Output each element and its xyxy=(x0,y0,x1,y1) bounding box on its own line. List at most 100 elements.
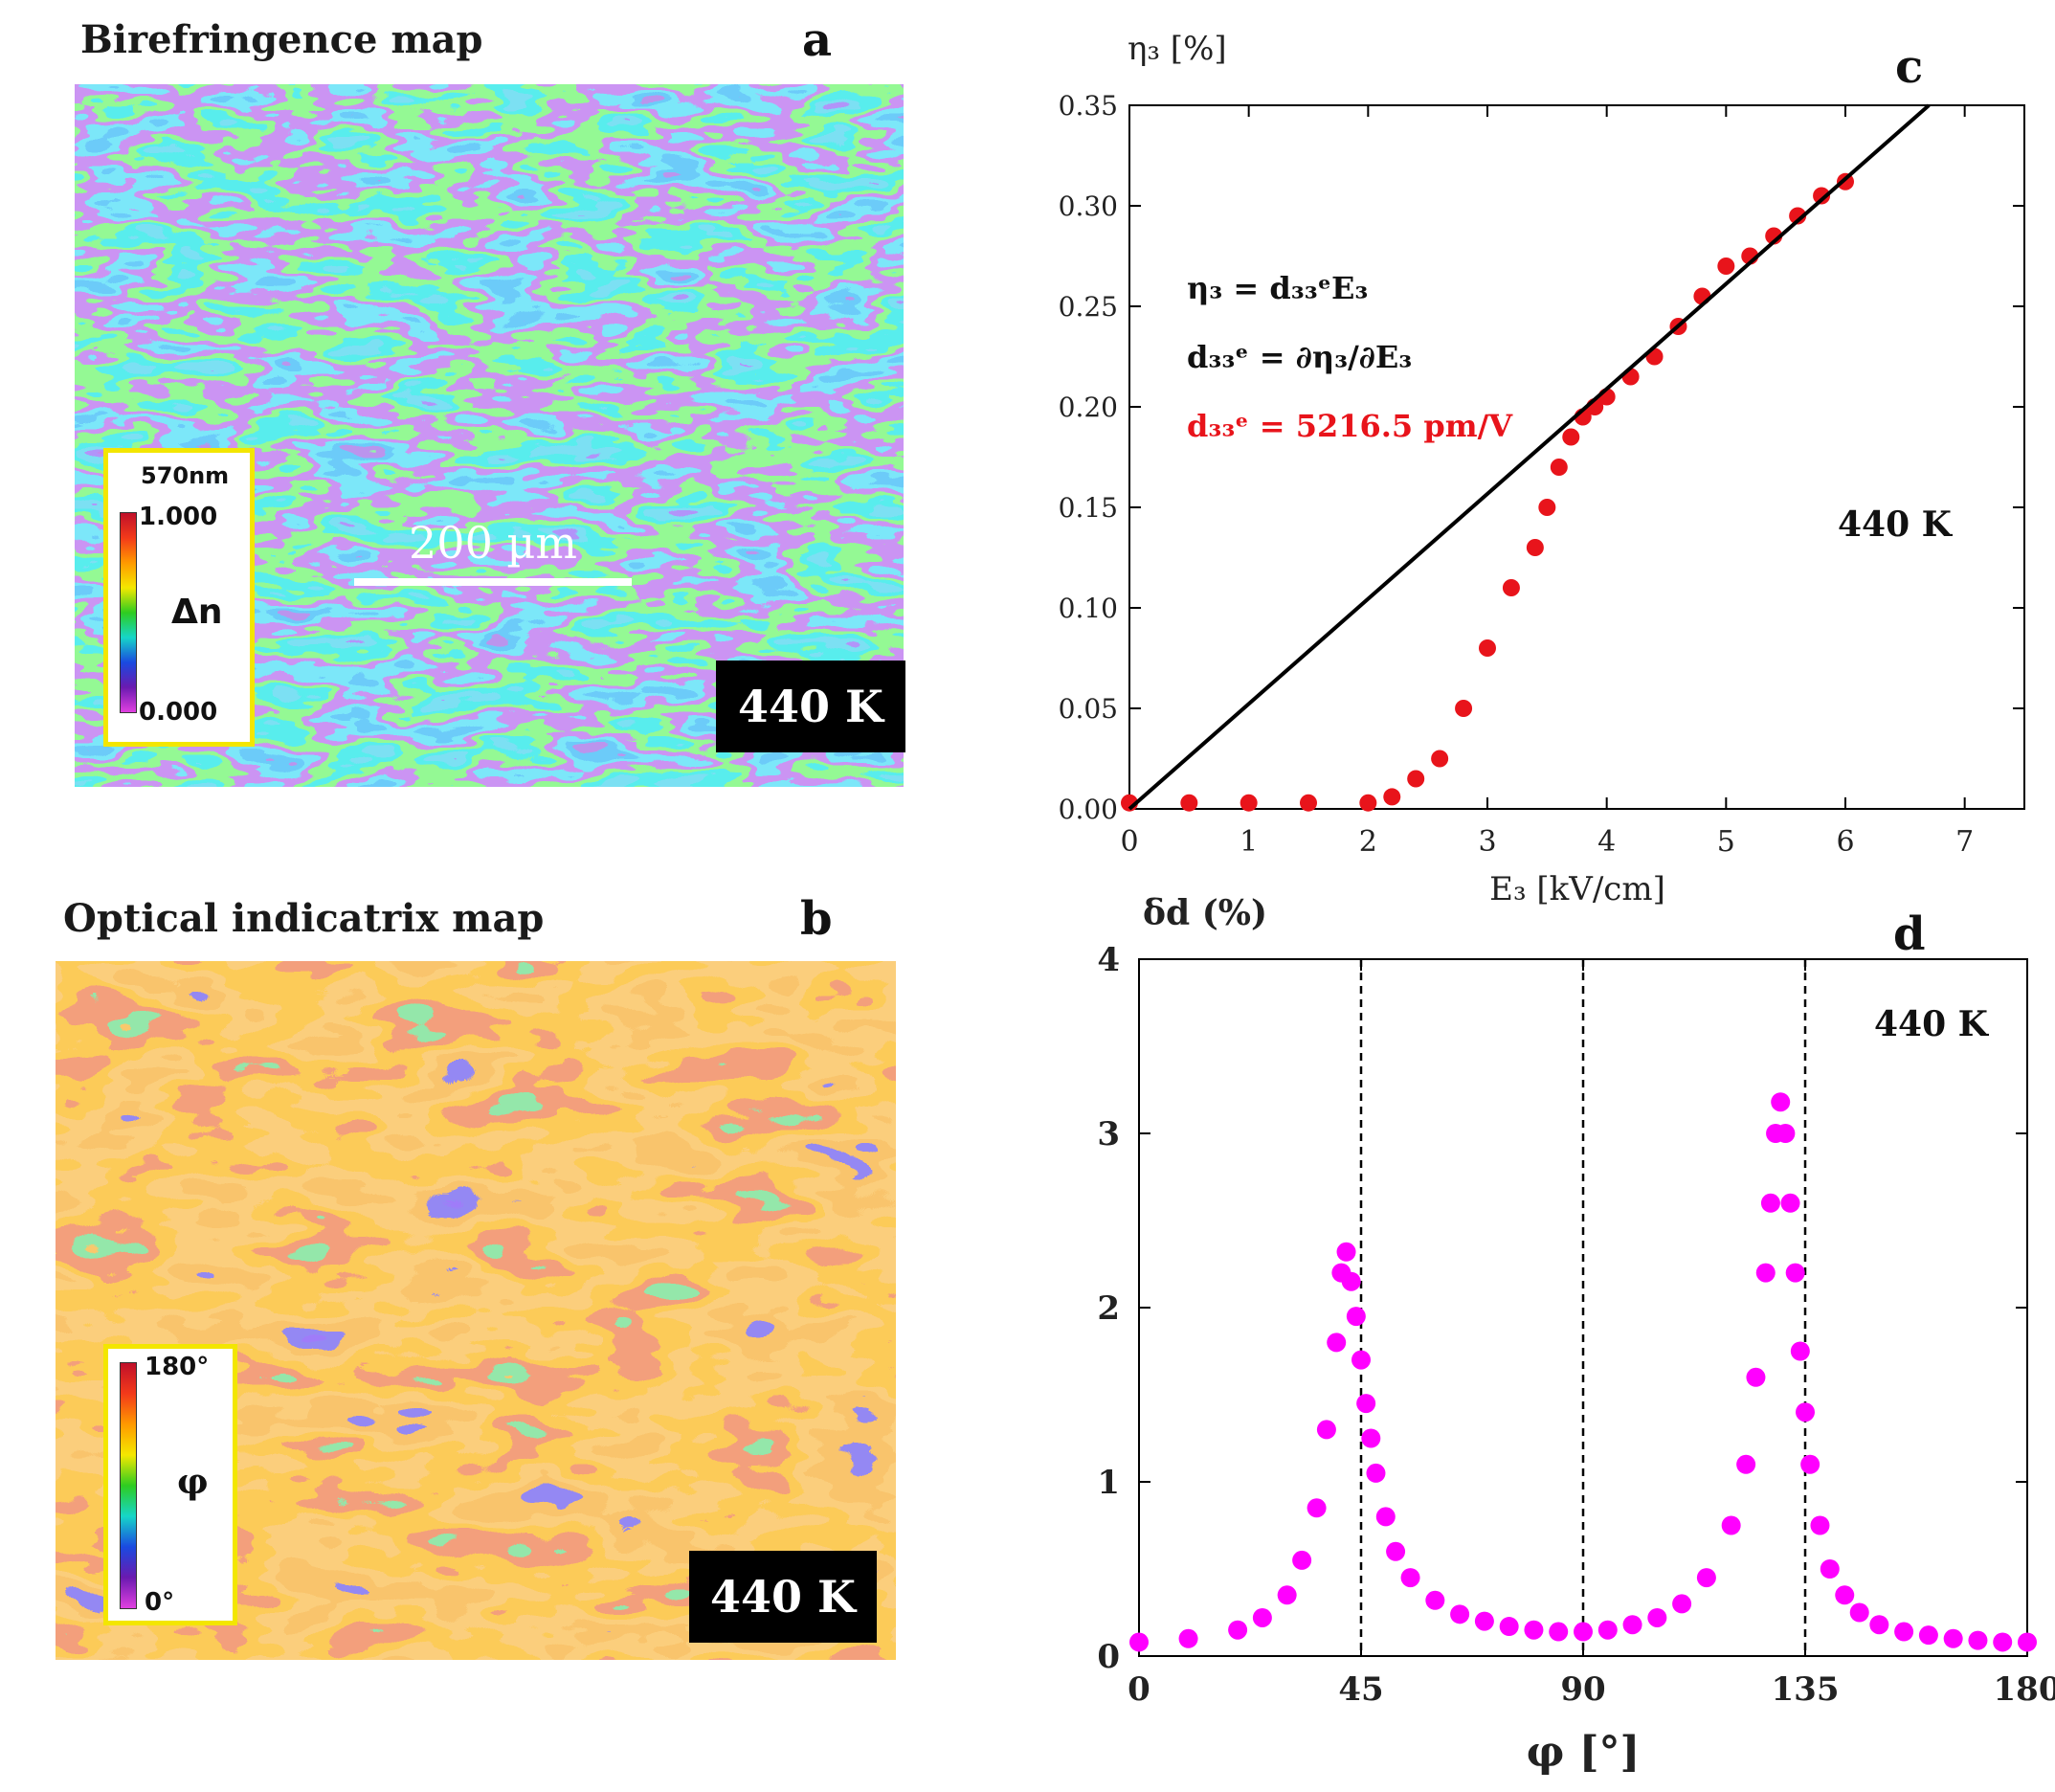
data-point xyxy=(1918,1625,1938,1646)
colorbar-max: 180° xyxy=(145,1353,210,1381)
equation-1: η₃ = d₃₃ᵉE₃ xyxy=(1187,270,1368,306)
equation-2: d₃₃ᵉ = ∂η₃/∂E₃ xyxy=(1187,339,1412,375)
panel-b-letter: b xyxy=(800,892,833,946)
data-point xyxy=(1351,1350,1371,1370)
y-tick-label: 2 xyxy=(1097,1289,1120,1328)
data-point xyxy=(1538,499,1556,516)
y-tick-label: 4 xyxy=(1097,941,1120,979)
x-tick-label: 135 xyxy=(1772,1670,1840,1709)
data-point xyxy=(1810,1515,1830,1535)
panel-c-letter: c xyxy=(1895,40,1923,94)
data-point xyxy=(1361,1428,1381,1448)
data-point xyxy=(1550,459,1568,476)
data-point xyxy=(1813,187,1831,205)
data-point xyxy=(1178,1628,1198,1648)
y-axis-label: η₃ [%] xyxy=(1128,30,1227,68)
x-tick-label: 7 xyxy=(1955,825,1974,859)
y-tick-label: 0.15 xyxy=(1059,492,1118,524)
data-point xyxy=(1780,1193,1800,1213)
y-tick-label: 0.10 xyxy=(1059,593,1118,624)
data-point xyxy=(1252,1607,1272,1627)
data-point xyxy=(1400,1568,1420,1588)
data-point xyxy=(1327,1333,1347,1353)
panel-a-temp-tag: 440 K xyxy=(716,661,905,752)
data-point xyxy=(1346,1307,1366,1327)
data-point xyxy=(1869,1615,1889,1635)
scale-bar xyxy=(354,578,632,586)
data-point xyxy=(1597,1620,1618,1640)
x-tick-label: 45 xyxy=(1338,1670,1383,1709)
y-tick-label: 0.05 xyxy=(1059,693,1118,725)
chart-d: 0 45 90 135 180 0 1 2 3 4 δd (%) φ [°] d 440 K xyxy=(957,890,2055,1788)
data-point xyxy=(1800,1454,1820,1474)
panel-b-temp-tag: 440 K xyxy=(689,1551,877,1643)
y-tick-label: 1 xyxy=(1097,1464,1120,1502)
birefringence-colorbar: 570nm 1.000 Δn 0.000 xyxy=(103,448,255,747)
y-tick-label: 0.00 xyxy=(1059,794,1118,825)
data-point xyxy=(1455,700,1473,717)
data-point xyxy=(1968,1630,1988,1650)
data-point xyxy=(1696,1568,1716,1588)
plot-frame xyxy=(1128,104,2025,810)
colorbar-gradient xyxy=(120,512,137,713)
data-point xyxy=(1524,1620,1544,1640)
x-tick-label: 0 xyxy=(1128,1670,1150,1709)
colorbar-wavelength: 570nm xyxy=(141,462,230,489)
data-point xyxy=(1316,1420,1336,1440)
data-point xyxy=(1721,1515,1741,1535)
data-point xyxy=(1672,1594,1692,1614)
x-tick-label: 3 xyxy=(1478,825,1496,859)
data-point xyxy=(1341,1271,1361,1291)
data-point xyxy=(1129,1632,1149,1652)
x-tick-label: 2 xyxy=(1359,825,1377,859)
data-point xyxy=(1277,1585,1297,1605)
data-point xyxy=(1622,1615,1642,1635)
colorbar-min: 0° xyxy=(145,1588,175,1617)
data-point xyxy=(1407,770,1425,788)
data-point xyxy=(1647,1607,1667,1627)
colorbar-quantity: Δn xyxy=(171,593,223,632)
data-point xyxy=(1375,1507,1396,1527)
data-point xyxy=(1776,1124,1796,1143)
data-point xyxy=(1356,1394,1376,1414)
x-tick-label: 5 xyxy=(1717,825,1735,859)
chart-d-svg: 0 45 90 135 180 0 1 2 3 4 δd (%) φ [°] d 440 K xyxy=(1097,893,2055,1777)
x-axis-label: φ [°] xyxy=(1527,1728,1641,1777)
x-tick-label: 180 xyxy=(1994,1670,2055,1709)
colorbar-gradient xyxy=(120,1362,137,1609)
data-point xyxy=(1336,1242,1356,1262)
data-point xyxy=(1499,1617,1519,1637)
data-point xyxy=(1228,1620,1248,1640)
y-tick-label: 0.30 xyxy=(1059,190,1118,222)
data-point xyxy=(1526,539,1544,556)
data-point xyxy=(1474,1611,1494,1631)
data-point xyxy=(1431,750,1449,768)
y-tick-label: 3 xyxy=(1097,1115,1120,1154)
data-point xyxy=(1736,1454,1756,1474)
data-point xyxy=(1849,1602,1869,1623)
colorbar-min: 0.000 xyxy=(139,698,218,727)
data-point xyxy=(1835,1585,1855,1605)
data-point xyxy=(1993,1632,2013,1652)
colorbar-quantity: φ xyxy=(177,1462,209,1502)
panel-a-letter: a xyxy=(802,13,833,67)
data-point xyxy=(1502,579,1520,596)
x-tick-label: 4 xyxy=(1597,825,1616,859)
data-point xyxy=(1790,1341,1810,1361)
data-point xyxy=(2018,1632,2037,1652)
y-axis-label: δd (%) xyxy=(1143,893,1267,933)
panel-d-temp-label: 440 K xyxy=(1874,1004,1990,1044)
data-point xyxy=(1796,1402,1815,1422)
data-point xyxy=(1549,1622,1569,1642)
x-tick-label: 1 xyxy=(1240,825,1258,859)
y-tick-label: 0.25 xyxy=(1059,291,1118,323)
data-point xyxy=(1894,1622,1914,1642)
data-point xyxy=(1479,639,1496,657)
equation-3: d₃₃ᵉ = 5216.5 pm/V xyxy=(1187,408,1513,444)
fit-line xyxy=(1128,103,1931,811)
data-point xyxy=(1943,1628,1963,1648)
colorbar-max: 1.000 xyxy=(139,503,218,531)
scale-bar-label: 200 µm xyxy=(409,517,577,569)
data-point xyxy=(1292,1550,1312,1570)
panel-d-letter: d xyxy=(1893,907,1926,961)
